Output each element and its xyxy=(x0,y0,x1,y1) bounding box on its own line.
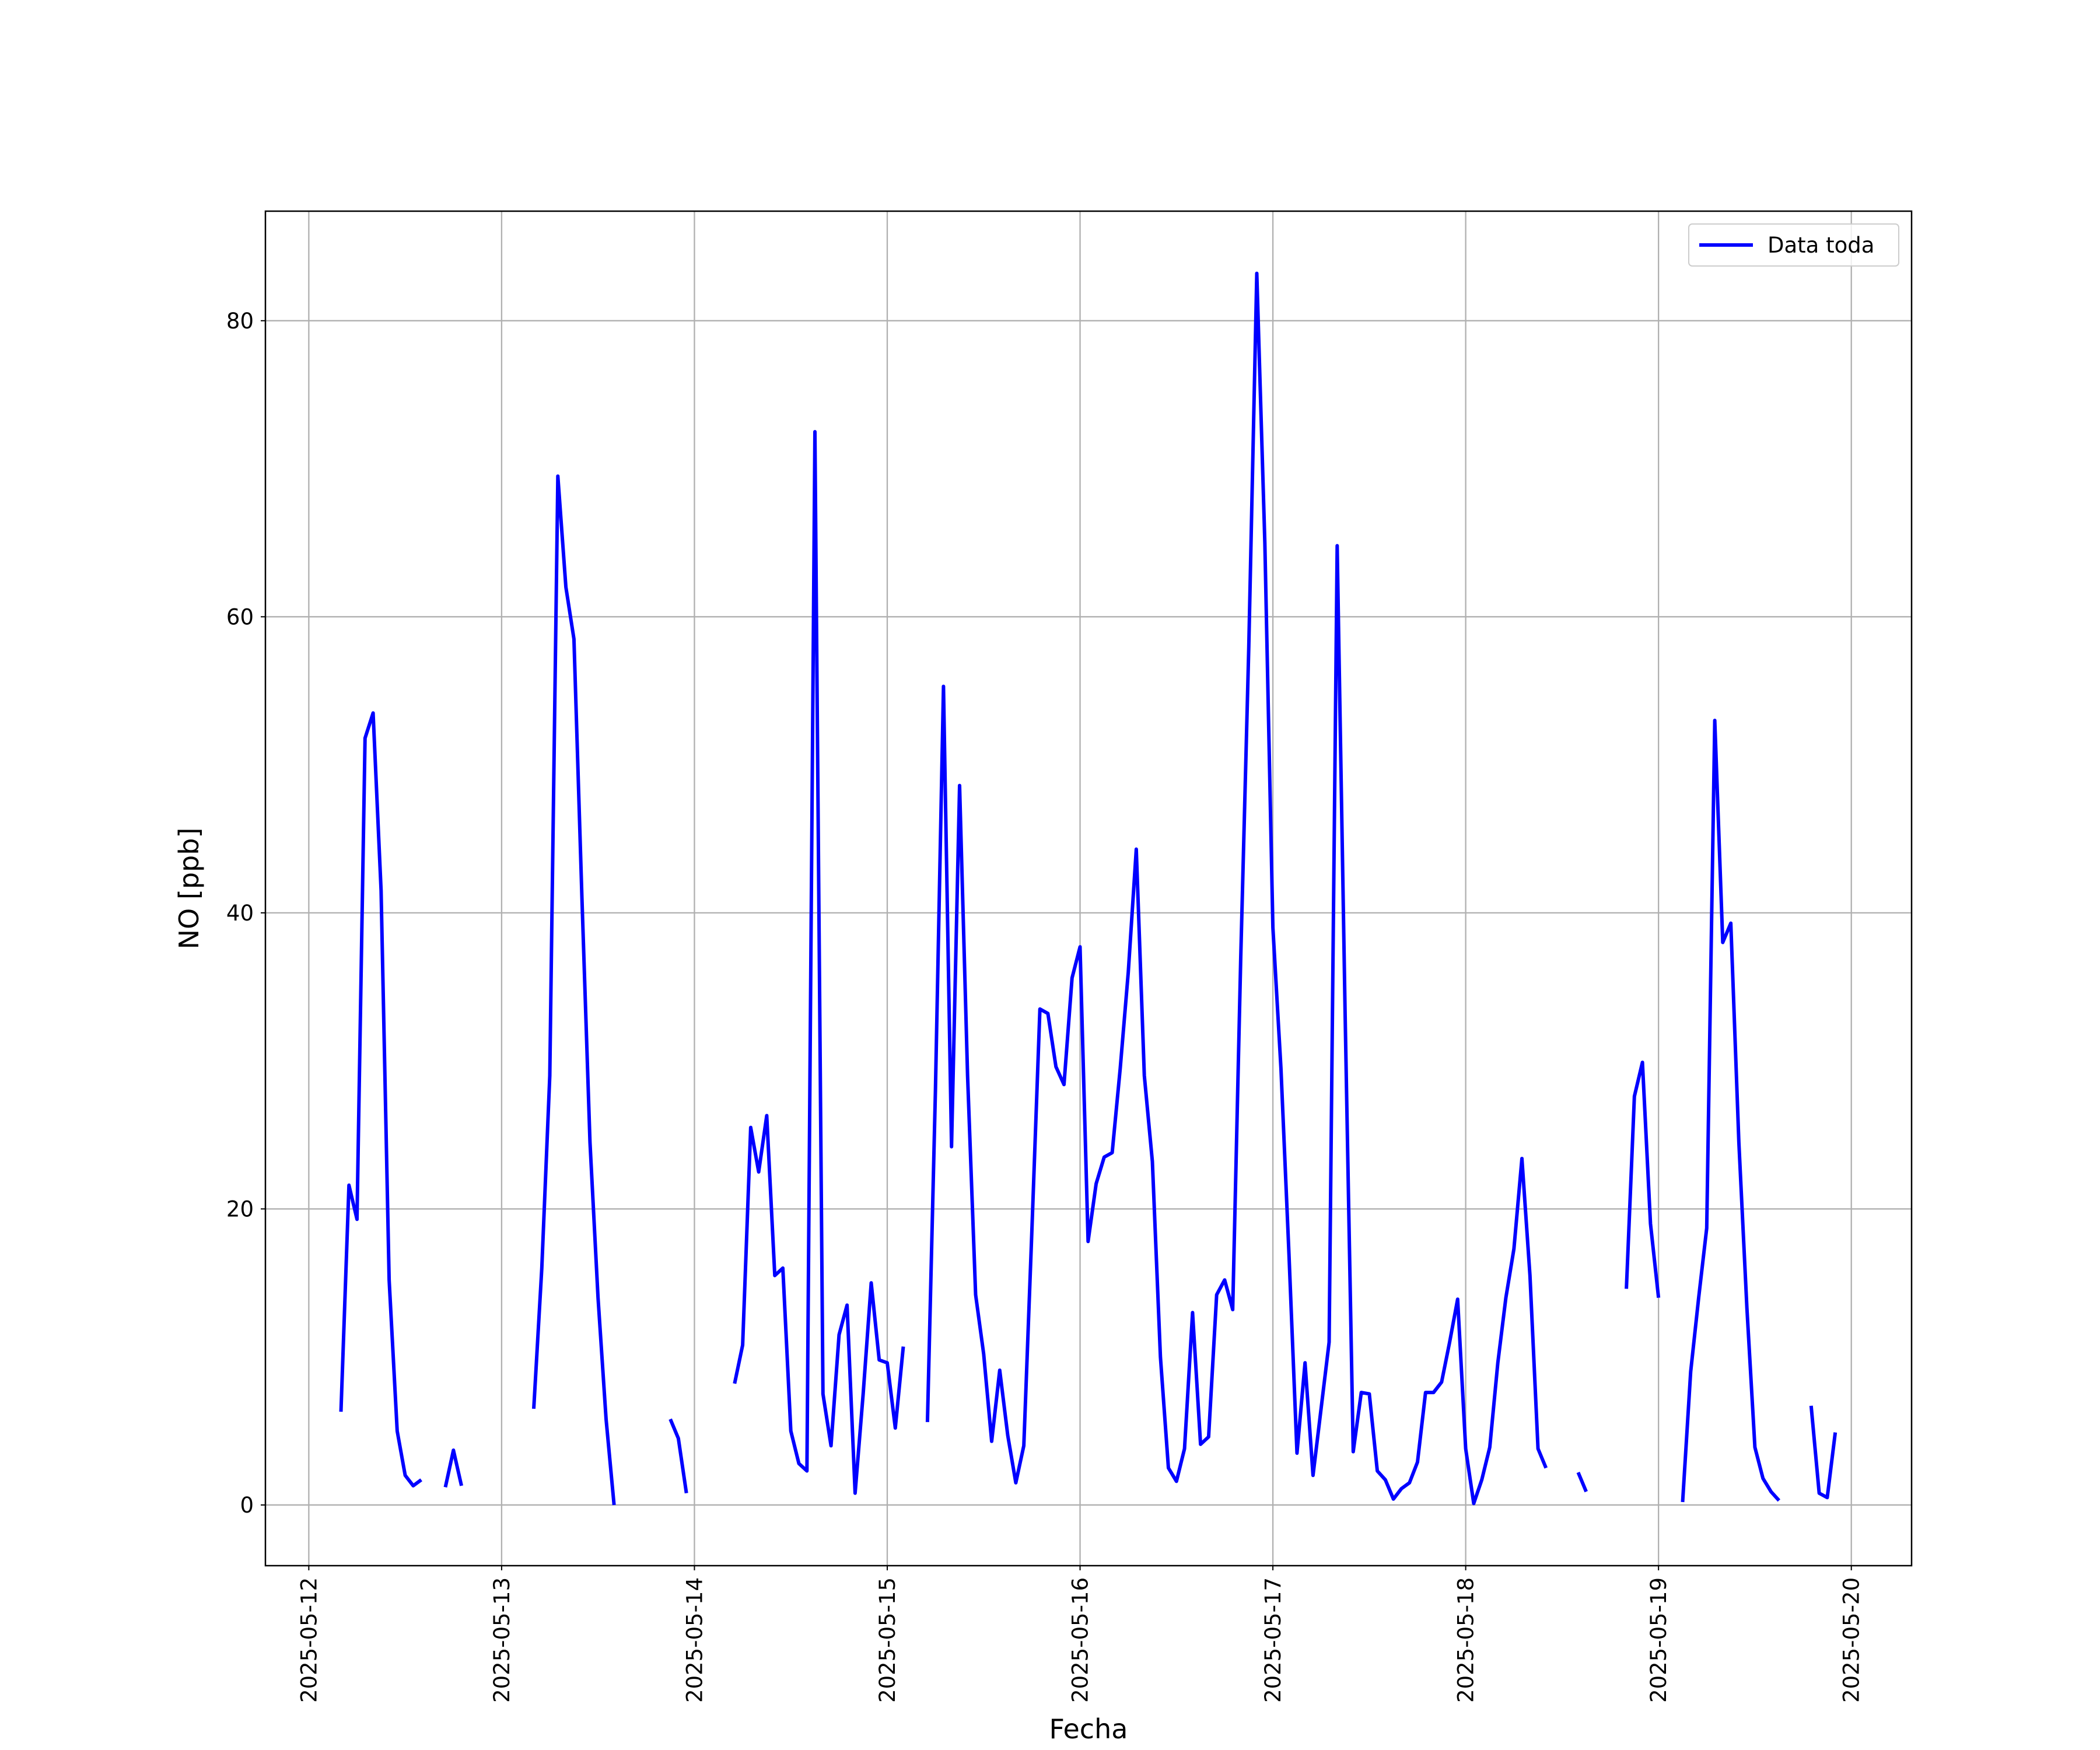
x-tick-label: 2025-05-17 xyxy=(1261,1577,1286,1703)
x-tick-label: 2025-05-19 xyxy=(1646,1577,1671,1703)
x-tick-label: 2025-05-14 xyxy=(682,1577,707,1703)
y-axis-label: NO [ppb] xyxy=(173,828,205,950)
plot-frame xyxy=(264,210,1913,1567)
y-tick-label: 60 xyxy=(226,604,254,629)
y-tick-label: 0 xyxy=(240,1493,254,1518)
x-tick-label: 2025-05-15 xyxy=(875,1577,900,1703)
x-tick-label: 2025-05-16 xyxy=(1068,1577,1093,1703)
y-tick-label: 40 xyxy=(226,901,254,926)
y-tick-label: 20 xyxy=(226,1196,254,1222)
y-tick-label: 80 xyxy=(226,309,254,334)
x-tick-label: 2025-05-18 xyxy=(1454,1577,1479,1703)
x-tick-label: 2025-05-20 xyxy=(1839,1577,1864,1703)
legend-box xyxy=(1688,223,1899,267)
legend-label: Data toda xyxy=(1768,233,1874,258)
data-line xyxy=(339,271,1838,1506)
x-axis-label: Fecha xyxy=(1049,1713,1128,1745)
x-tick-label: 2025-05-13 xyxy=(489,1577,514,1703)
x-tick-label: 2025-05-12 xyxy=(296,1577,321,1703)
